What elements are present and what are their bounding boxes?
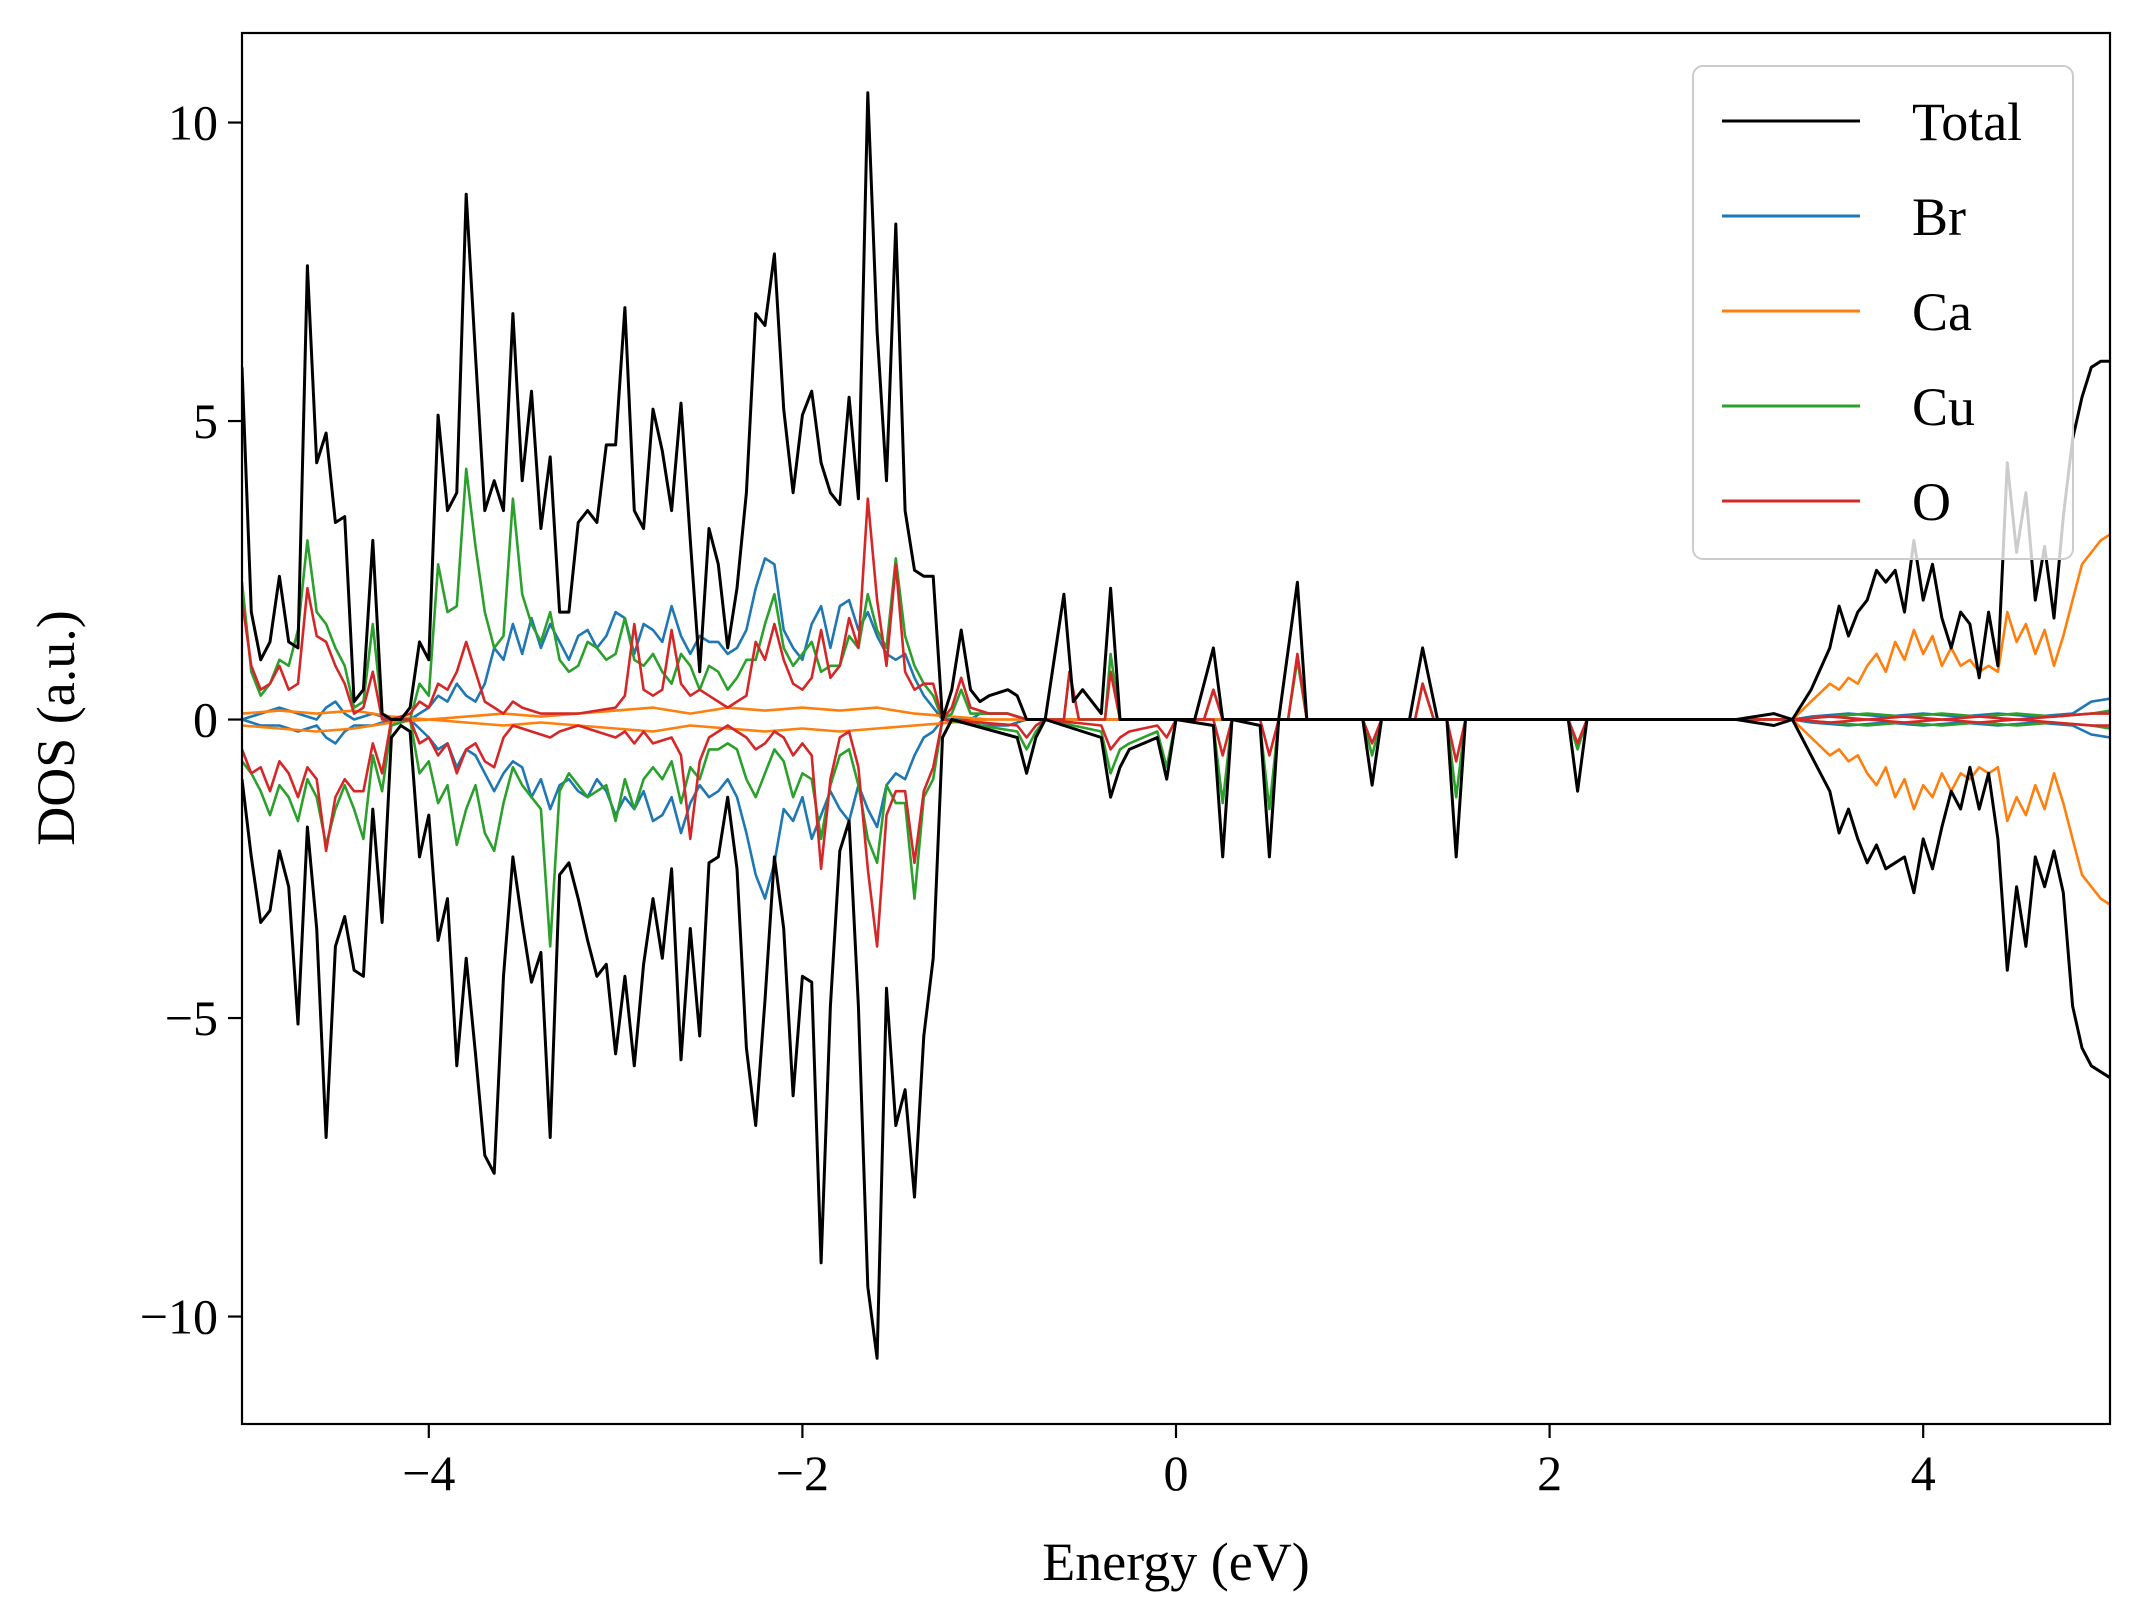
y-tick-label: 5 [193,393,218,449]
y-tick-label: −10 [140,1289,218,1345]
legend-label-br: Br [1912,187,1966,247]
legend-box [1692,65,2074,560]
x-tick-label: −2 [776,1445,829,1501]
x-tick-label: −4 [402,1445,455,1501]
y-tick-label: −5 [165,990,218,1046]
y-tick-label: 10 [168,95,218,151]
x-tick-label: 2 [1537,1445,1562,1501]
x-tick-label: 4 [1911,1445,1936,1501]
series-line-total-up [242,91,2110,721]
legend-label-o: O [1912,472,1951,532]
y-axis: −10 −5 0 5 10 [140,95,242,1345]
x-tick-label: 0 [1164,1445,1189,1501]
legend: Total Br Ca Cu O [1692,65,2074,560]
series-line-ca-down [242,718,2110,906]
y-axis-title: DOS (a.u.) [26,610,86,845]
x-axis-title: Energy (eV) [1042,1532,1309,1592]
y-tick-label: 0 [193,692,218,748]
series-layer [242,91,2110,1360]
legend-label-cu: Cu [1912,377,1975,437]
series-line-o-up [242,497,2110,721]
series-line-total-down [242,718,2110,1360]
series-line-o-down [242,718,2110,948]
x-axis: −4 −2 0 2 4 [402,1424,1936,1501]
legend-label-total: Total [1912,92,2022,152]
legend-label-ca: Ca [1912,282,1972,342]
